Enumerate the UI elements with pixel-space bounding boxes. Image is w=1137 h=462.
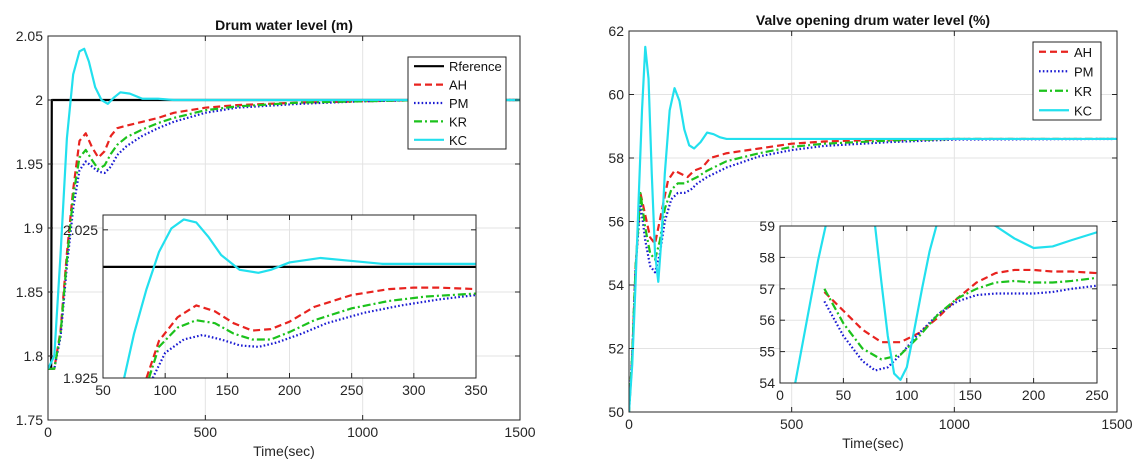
series-line-kr [147,292,476,378]
legend: AH PM KR KC [1032,41,1102,121]
series-line-kr [823,276,1097,361]
y-tick-label: 1.85 [16,284,43,300]
y-tick-label: 1.75 [16,412,43,428]
legend-label: KC [449,133,467,148]
x-tick-label: 200 [278,382,302,398]
y-tick-label: 54 [608,277,624,293]
chart-title: Drum water level (m) [215,17,353,33]
y-tick-label: 55 [759,344,775,360]
axes-frame [779,225,1098,384]
x-tick-label: 350 [464,382,488,398]
y-tick-label: 1.8 [24,348,44,364]
y-tick-label: 1.95 [16,156,43,172]
legend-label: KR [1074,84,1092,99]
y-tick-label: 52 [608,341,624,357]
x-tick-label: 0 [776,387,784,403]
y-tick-label: 56 [759,312,775,328]
x-tick-label: 50 [836,387,852,403]
legend-label: KR [449,114,467,129]
series-line-kc [48,47,520,370]
x-tick-label: 500 [194,424,218,440]
legend: Rference AH PM KR KC [407,56,507,150]
series-line-ah [48,98,520,370]
legend-box [1032,41,1102,121]
x-tick-label: 100 [153,382,177,398]
legend-label: PM [449,96,469,111]
chart-3: 0 50 100 150 200 250 54 55 56 57 58 59 [759,218,1109,403]
y-tick-label: 57 [759,281,775,297]
x-tick-label: 500 [780,416,804,432]
series-line-pm [48,98,520,370]
x-tick-label: 100 [895,387,919,403]
series-line-ah [145,286,476,378]
legend-box [407,56,507,150]
y-tick-label: 1.925 [63,370,98,386]
x-tick-label: 50 [95,382,111,398]
x-tick-label: 1500 [504,424,535,440]
y-tick-label: 62 [608,23,624,39]
legend-label: PM [1074,64,1094,79]
plot-area [780,226,1097,383]
series-line-pm [629,137,1117,412]
series-line-kc [629,45,1117,412]
y-tick-label: 2 [35,92,43,108]
y-tick-label: 58 [759,249,775,265]
x-tick-label: 0 [625,416,633,432]
x-tick-label: 250 [1085,387,1109,403]
y-tick-label: 60 [608,87,624,103]
chart-title: Valve opening drum water level (%) [756,12,990,28]
y-tick-label: 50 [608,404,624,420]
legend-label: Rference [449,59,502,74]
y-tick-label: 58 [608,150,624,166]
y-tick-label: 1.9 [24,220,44,236]
x-tick-label: 150 [959,387,983,403]
x-tick-label: 1000 [939,416,970,432]
y-tick-label: 59 [759,218,775,234]
x-tick-label: 150 [216,382,240,398]
x-tick-label: 250 [340,382,364,398]
y-tick-label: 56 [608,214,624,230]
series-line-kr [629,137,1117,412]
y-tick-label: 54 [759,375,775,391]
legend-label: AH [1074,45,1092,60]
chart-1: 50 100 150 200 250 300 350 1.925 2.025 [63,214,488,398]
x-tick-label: 1000 [347,424,378,440]
series-line-pm [151,293,476,378]
x-axis-label: Time(sec) [842,435,904,451]
x-tick-label: 1500 [1101,416,1132,432]
legend-label: AH [449,78,467,93]
x-tick-label: 0 [44,424,52,440]
y-tick-label: 2.025 [63,222,98,238]
y-tick-label: 2.05 [16,28,43,44]
x-tick-label: 200 [1022,387,1046,403]
legend-label: KC [1074,103,1092,118]
series-line-kc [123,218,476,378]
series-line-kc [794,226,1097,383]
x-tick-label: 300 [402,382,426,398]
x-axis-label: Time(sec) [253,443,315,459]
series-line-kr [48,98,520,370]
